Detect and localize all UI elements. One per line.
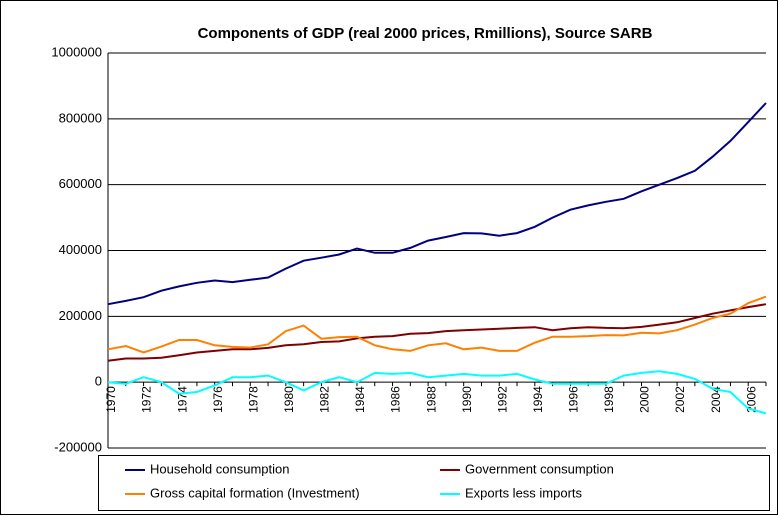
x-tick-label: 1970 [104,386,118,413]
y-tick-label: 400000 [59,242,102,257]
x-tick-label: 1980 [282,386,296,413]
series-line [107,102,767,306]
chart-title: Components of GDP (real 2000 prices, Rmi… [198,25,653,42]
series-line [107,370,767,415]
y-tick-label: 600000 [59,176,102,191]
legend-label: Gross capital formation (Investment) [150,485,360,500]
series-line [107,303,767,362]
x-tick-label: 1996 [567,386,581,413]
y-tick-label: 1000000 [51,44,102,59]
x-tick-label: 2004 [709,386,723,413]
legend [98,455,770,511]
x-tick-label: 1986 [389,386,403,413]
legend-label: Exports less imports [465,485,583,500]
series-line [107,295,767,354]
x-tick-label: 1984 [353,386,367,413]
x-tick-label: 1990 [460,386,474,413]
x-tick-label: 1994 [531,386,545,413]
x-tick-label: 2000 [638,386,652,413]
x-tick-label: 1972 [140,386,154,413]
x-tick-label: 1992 [495,386,509,413]
x-tick-label: 1982 [318,386,332,413]
x-tick-label: 1988 [424,386,438,413]
x-tick-label: 1976 [211,386,225,413]
y-tick-label: 0 [95,374,102,389]
y-tick-label: 200000 [59,308,102,323]
legend-label: Government consumption [465,461,614,476]
x-tick-label: 1978 [246,386,260,413]
x-tick-label: 2006 [744,386,758,413]
legend-label: Household consumption [150,461,289,476]
x-tick-label: 2002 [673,386,687,413]
x-tick-label: 1974 [175,386,189,413]
y-tick-label: 800000 [59,110,102,125]
y-tick-label: -200000 [54,439,102,454]
x-tick-label: 1998 [602,386,616,413]
